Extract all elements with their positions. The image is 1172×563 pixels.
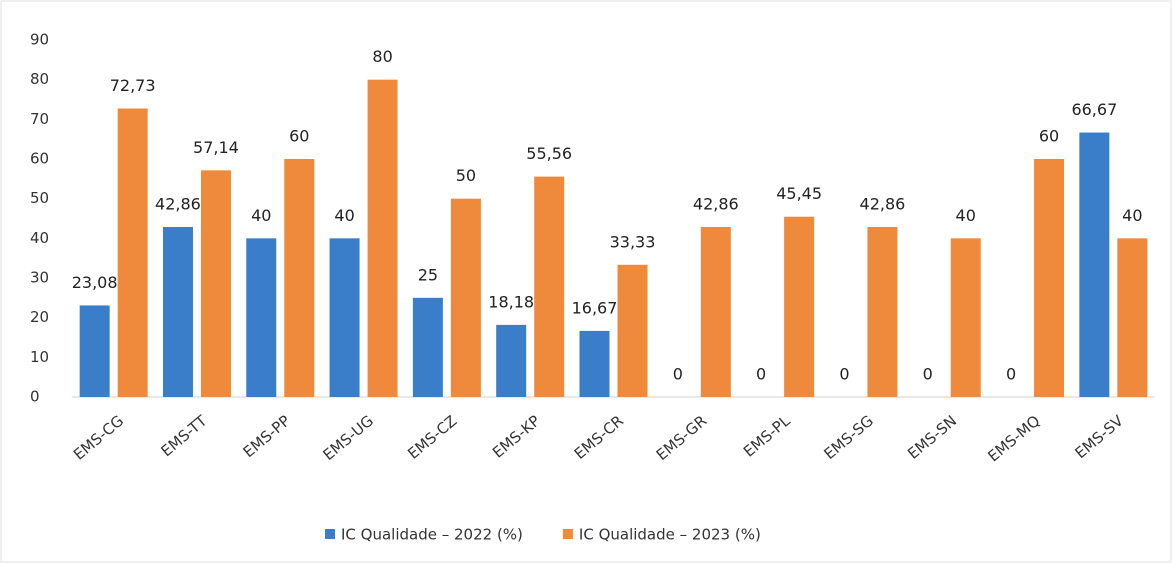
y-tick-label: 20	[30, 308, 49, 326]
bar	[784, 216, 815, 397]
y-tick-label: 40	[30, 229, 49, 247]
value-label: 72,73	[110, 76, 156, 95]
bar	[534, 176, 565, 397]
value-label: 50	[456, 166, 476, 185]
value-label: 40	[956, 206, 976, 225]
bar	[1079, 132, 1110, 397]
y-tick-label: 80	[30, 70, 49, 88]
value-label: 18,18	[488, 292, 534, 311]
value-label: 0	[756, 365, 766, 384]
value-label: 42,86	[155, 194, 201, 213]
value-label: 60	[289, 127, 309, 146]
value-label: 0	[673, 365, 683, 384]
bar	[117, 108, 148, 397]
value-label: 40	[251, 206, 271, 225]
y-tick-label: 10	[30, 348, 49, 366]
value-label: 55,56	[526, 144, 572, 163]
bar	[496, 324, 527, 397]
bar	[412, 297, 443, 397]
y-tick-label: 0	[30, 388, 40, 406]
y-tick-label: 50	[30, 189, 49, 207]
value-label: 33,33	[610, 232, 656, 251]
value-label: 45,45	[776, 184, 822, 203]
bar	[246, 238, 277, 397]
value-label: 40	[334, 206, 354, 225]
y-tick-label: 70	[30, 110, 49, 128]
bar	[867, 226, 898, 397]
bar	[700, 226, 731, 397]
legend-label: IC Qualidade – 2022 (%)	[341, 526, 523, 544]
bar	[367, 79, 398, 398]
legend-swatch	[562, 529, 573, 539]
legend-label: IC Qualidade – 2023 (%)	[579, 526, 761, 544]
bar	[200, 170, 231, 397]
bar	[79, 305, 110, 397]
value-label: 0	[923, 365, 933, 384]
value-label: 23,08	[72, 273, 118, 292]
y-tick-label: 60	[30, 150, 49, 168]
bar	[329, 238, 360, 397]
bar	[579, 330, 610, 397]
bar	[950, 238, 981, 397]
value-label: 60	[1039, 127, 1059, 146]
value-label: 0	[839, 365, 849, 384]
value-label: 42,86	[860, 194, 906, 213]
bar	[1117, 238, 1148, 397]
value-label: 57,14	[193, 138, 239, 157]
value-label: 25	[418, 265, 438, 284]
value-label: 16,67	[572, 298, 618, 317]
bar	[1034, 159, 1065, 397]
value-label: 0	[1006, 365, 1016, 384]
bar	[162, 226, 193, 397]
value-label: 42,86	[693, 194, 739, 213]
value-label: 40	[1122, 206, 1142, 225]
y-tick-label: 90	[30, 31, 49, 49]
value-label: 80	[372, 47, 392, 66]
bar	[617, 264, 648, 397]
bar	[284, 159, 315, 397]
y-tick-label: 30	[30, 269, 49, 287]
legend-swatch	[325, 529, 335, 539]
bar	[450, 198, 481, 397]
value-label: 66,67	[1071, 100, 1117, 119]
